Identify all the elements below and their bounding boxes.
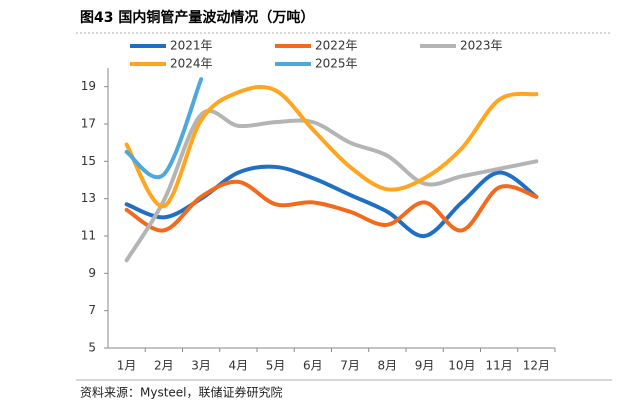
x-tick-label: 9月 — [415, 359, 435, 373]
x-tick-label: 2月 — [154, 359, 174, 373]
y-tick-label: 15 — [81, 154, 96, 168]
series-line — [124, 77, 204, 180]
y-tick-label: 11 — [81, 229, 96, 243]
y-tick-label: 17 — [81, 117, 96, 131]
y-tick-label: 9 — [88, 266, 96, 280]
series-line — [124, 84, 539, 209]
legend-label: 2025年 — [315, 57, 358, 71]
series-line — [124, 179, 539, 233]
x-tick-label: 6月 — [303, 359, 323, 373]
y-tick-label: 13 — [81, 191, 96, 205]
x-tick-label: 7月 — [340, 359, 360, 373]
x-tick-label: 1月 — [117, 359, 137, 373]
source: 资料来源：Mysteel，联储证券研究院 — [80, 385, 283, 400]
x-tick-label: 12月 — [523, 359, 550, 373]
x-tick-label: 8月 — [378, 359, 398, 373]
legend-label: 2024年 — [170, 57, 213, 71]
y-tick-label: 7 — [88, 303, 96, 317]
legend-label: 2022年 — [315, 39, 358, 53]
legend-label: 2021年 — [170, 39, 213, 53]
x-tick-label: 11月 — [485, 359, 512, 373]
y-tick-label: 19 — [81, 79, 96, 93]
series-line — [124, 109, 539, 263]
series-line — [124, 164, 539, 238]
chart-title: 图43 国内铜管产量波动情况（万吨） — [80, 9, 314, 26]
x-tick-label: 5月 — [266, 359, 286, 373]
x-tick-label: 4月 — [229, 359, 249, 373]
x-tick-label: 3月 — [191, 359, 211, 373]
legend-label: 2023年 — [460, 39, 503, 53]
x-tick-label: 10月 — [448, 359, 475, 373]
y-tick-label: 5 — [88, 341, 96, 355]
